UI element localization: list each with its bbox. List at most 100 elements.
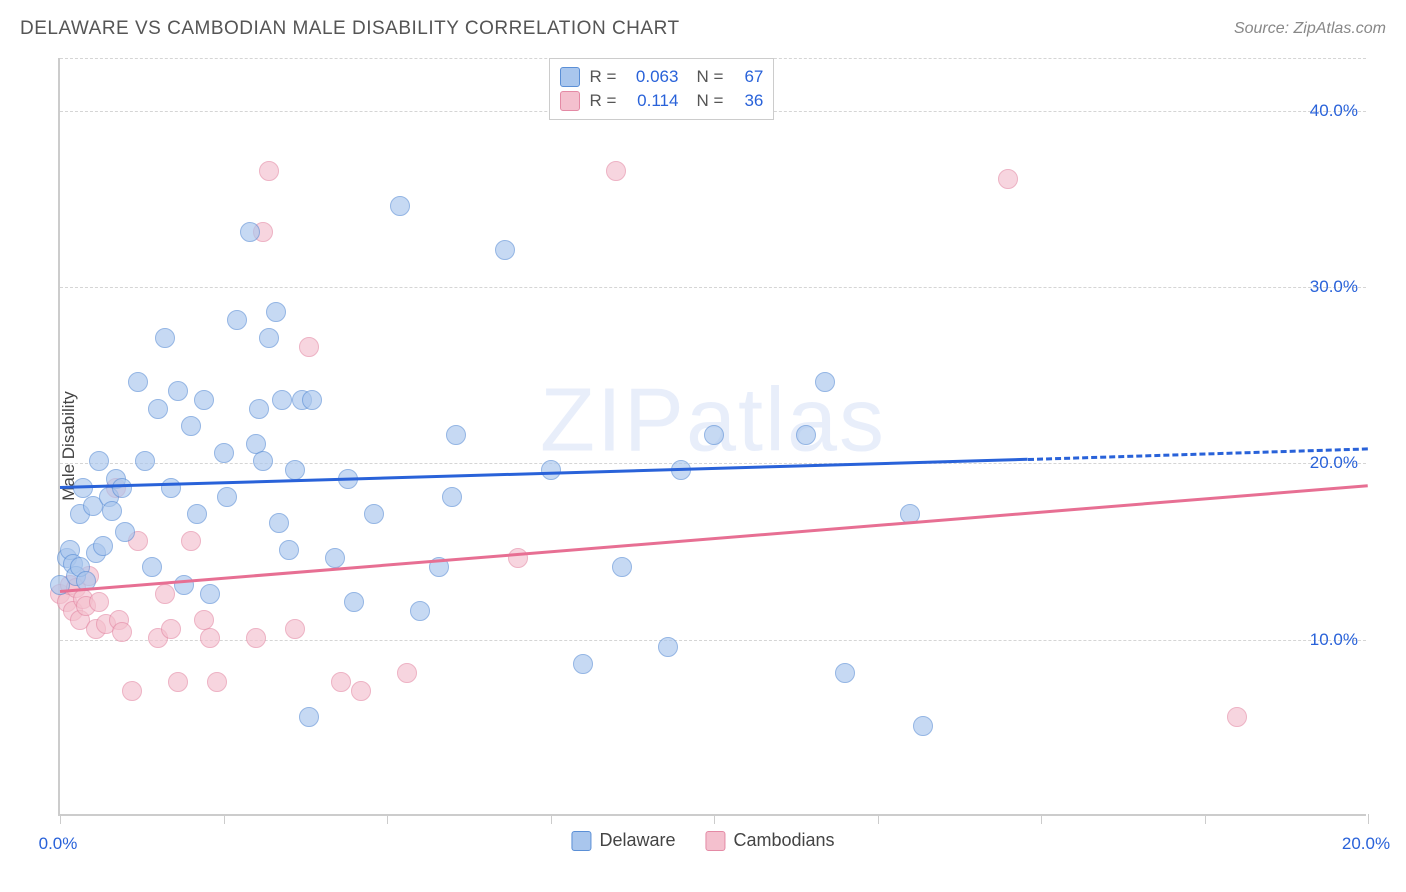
- series-legend: Delaware Cambodians: [571, 830, 834, 851]
- delaware-r-value: 0.063: [626, 67, 678, 87]
- cambodians-point: [246, 628, 266, 648]
- delaware-point: [89, 451, 109, 471]
- n-label: N =: [696, 67, 723, 87]
- cambodians-point: [1227, 707, 1247, 727]
- delaware-point: [279, 540, 299, 560]
- delaware-point: [187, 504, 207, 524]
- delaware-point: [325, 548, 345, 568]
- x-tick: [714, 814, 715, 824]
- cambodians-point: [998, 169, 1018, 189]
- cambodians-point: [155, 584, 175, 604]
- source-attribution: Source: ZipAtlas.com: [1234, 20, 1386, 38]
- delaware-point: [93, 536, 113, 556]
- n-label: N =: [696, 91, 723, 111]
- delaware-point: [181, 416, 201, 436]
- gridline-horizontal: [60, 287, 1366, 288]
- y-tick-label: 10.0%: [1310, 630, 1358, 650]
- cambodians-point: [351, 681, 371, 701]
- cambodians-swatch: [560, 91, 580, 111]
- delaware-point: [168, 381, 188, 401]
- delaware-n-value: 67: [733, 67, 763, 87]
- legend-item-cambodians: Cambodians: [705, 830, 834, 851]
- cambodians-point: [207, 672, 227, 692]
- delaware-point: [115, 522, 135, 542]
- cambodians-point: [122, 681, 142, 701]
- x-tick: [1368, 814, 1369, 824]
- delaware-point: [815, 372, 835, 392]
- y-tick-label: 30.0%: [1310, 277, 1358, 297]
- plot-area: ZIPatlas 10.0%20.0%30.0%40.0%: [58, 58, 1366, 816]
- cambodians-point: [259, 161, 279, 181]
- x-tick: [1041, 814, 1042, 824]
- cambodians-point: [397, 663, 417, 683]
- delaware-point: [390, 196, 410, 216]
- delaware-point: [240, 222, 260, 242]
- delaware-point: [161, 478, 181, 498]
- delaware-point: [217, 487, 237, 507]
- chart-title: DELAWARE VS CAMBODIAN MALE DISABILITY CO…: [20, 18, 680, 40]
- delaware-swatch: [571, 831, 591, 851]
- delaware-point: [174, 575, 194, 595]
- delaware-point: [249, 399, 269, 419]
- x-tick: [551, 814, 552, 824]
- delaware-point: [658, 637, 678, 657]
- delaware-point: [102, 501, 122, 521]
- cambodians-trendline: [60, 485, 1368, 594]
- cambodians-label: Cambodians: [733, 830, 834, 851]
- delaware-point: [259, 328, 279, 348]
- cambodians-swatch: [705, 831, 725, 851]
- correlation-legend: R = 0.063 N = 67 R = 0.114 N = 36: [549, 58, 775, 120]
- delaware-point: [214, 443, 234, 463]
- cambodians-point: [168, 672, 188, 692]
- delaware-point: [364, 504, 384, 524]
- y-tick-label: 20.0%: [1310, 453, 1358, 473]
- x-tick: [224, 814, 225, 824]
- cambodians-point: [112, 622, 132, 642]
- delaware-point: [227, 310, 247, 330]
- delaware-point: [194, 390, 214, 410]
- delaware-point: [285, 460, 305, 480]
- delaware-point: [442, 487, 462, 507]
- x-tick-label: 0.0%: [39, 834, 78, 854]
- r-label: R =: [590, 91, 617, 111]
- x-tick: [878, 814, 879, 824]
- delaware-point: [269, 513, 289, 533]
- delaware-point: [446, 425, 466, 445]
- delaware-point: [913, 716, 933, 736]
- delaware-point: [612, 557, 632, 577]
- delaware-point: [835, 663, 855, 683]
- delaware-label: Delaware: [599, 830, 675, 851]
- legend-row-delaware: R = 0.063 N = 67: [560, 65, 764, 89]
- cambodians-point: [285, 619, 305, 639]
- delaware-point: [142, 557, 162, 577]
- delaware-point: [148, 399, 168, 419]
- delaware-point: [573, 654, 593, 674]
- delaware-point: [155, 328, 175, 348]
- delaware-swatch: [560, 67, 580, 87]
- x-tick: [1205, 814, 1206, 824]
- r-label: R =: [590, 67, 617, 87]
- delaware-point: [302, 390, 322, 410]
- delaware-point: [299, 707, 319, 727]
- delaware-point: [541, 460, 561, 480]
- delaware-point: [344, 592, 364, 612]
- legend-item-delaware: Delaware: [571, 830, 675, 851]
- cambodians-point: [200, 628, 220, 648]
- cambodians-point: [606, 161, 626, 181]
- delaware-point: [253, 451, 273, 471]
- delaware-point: [272, 390, 292, 410]
- delaware-point: [200, 584, 220, 604]
- cambodians-point: [331, 672, 351, 692]
- cambodians-point: [89, 592, 109, 612]
- delaware-point: [495, 240, 515, 260]
- cambodians-point: [161, 619, 181, 639]
- delaware-point: [410, 601, 430, 621]
- legend-row-cambodians: R = 0.114 N = 36: [560, 89, 764, 113]
- y-tick-label: 40.0%: [1310, 101, 1358, 121]
- cambodians-n-value: 36: [733, 91, 763, 111]
- cambodians-point: [181, 531, 201, 551]
- x-tick: [60, 814, 61, 824]
- x-tick-label: 20.0%: [1342, 834, 1390, 854]
- cambodians-r-value: 0.114: [626, 91, 678, 111]
- cambodians-point: [299, 337, 319, 357]
